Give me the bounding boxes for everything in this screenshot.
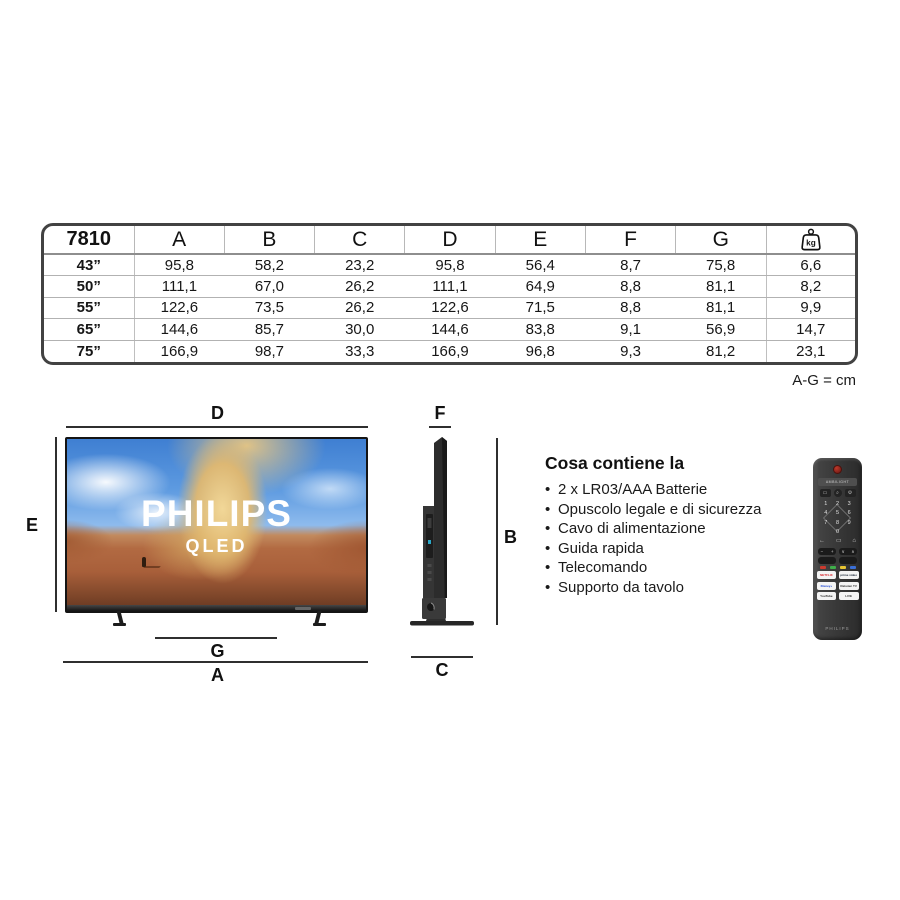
col-header-a: A <box>134 226 225 255</box>
home-icon: ⌂ <box>852 538 856 544</box>
list-item: 2 x LR03/AAA Batterie <box>545 480 805 500</box>
table-row: 50” 111,1 67,0 26,2 111,1 64,9 8,8 81,1 8,2 <box>44 275 855 298</box>
dim-label-c: C <box>435 660 449 680</box>
units-note: A-G = cm <box>792 372 856 389</box>
size-label: 55” <box>44 297 135 319</box>
tv-side-view <box>410 437 474 626</box>
remote-brand-label: PHILIPS <box>825 626 850 631</box>
dim-line-b <box>496 438 498 625</box>
weight-kg-icon: kg <box>801 228 821 251</box>
dim-line-c <box>411 656 473 658</box>
red-key-icon <box>819 566 826 569</box>
list-item: Supporto da tavolo <box>545 578 805 598</box>
dim-label-g: G <box>210 641 225 661</box>
tv-foot-right <box>310 611 326 626</box>
person-silhouette <box>141 556 146 567</box>
tv-screen: PHILIPS QLED <box>67 439 366 605</box>
list-item: Telecomando <box>545 558 805 578</box>
blue-key-icon <box>849 566 856 569</box>
size-label: 43” <box>44 254 135 276</box>
guide-button <box>839 557 857 564</box>
size-label: 75” <box>44 340 135 362</box>
col-header-d: D <box>404 226 496 255</box>
model-number: 7810 <box>44 226 135 255</box>
tv-front-view: PHILIPS QLED <box>65 437 368 613</box>
options-icon: ▭ <box>835 538 842 544</box>
col-header-c: C <box>314 226 406 255</box>
dim-line-a <box>63 661 368 663</box>
power-button-icon <box>833 465 842 474</box>
qled-logo: QLED <box>185 536 248 557</box>
dim-label-e: E <box>26 515 39 535</box>
box-contents-title: Cosa contiene la <box>545 453 685 473</box>
dim-line-e <box>55 437 57 612</box>
yellow-key-icon <box>839 566 846 569</box>
table-header-row: 7810 A B C D E F G kg <box>44 226 855 255</box>
dim-label-b: B <box>504 527 517 547</box>
col-header-g: G <box>675 226 767 255</box>
rakuten-tv-button: Rakuten TV <box>838 581 859 590</box>
list-item: Guida rapida <box>545 539 805 559</box>
dim-label-f: F <box>434 403 446 423</box>
philips-wordmark: PHILIPS <box>141 493 292 535</box>
volume-rocker: − + <box>818 548 836 555</box>
table-row: 75” 166,9 98,7 33,3 166,9 96,8 9,3 81,2 23,1 <box>44 340 855 362</box>
col-header-b: B <box>224 226 316 255</box>
settings-icon: ⚙ <box>844 489 856 497</box>
search-icon: ⌕ <box>833 489 842 497</box>
app-shortcut-buttons: NETFLIX prime video Disney+ Rakuten TV Y… <box>816 571 859 600</box>
col-header-weight: kg <box>766 226 855 255</box>
back-icon: ← <box>819 538 825 544</box>
dim-label-d: D <box>211 403 224 423</box>
tv-foot-left <box>112 611 128 626</box>
tv-bottom-bezel <box>67 605 366 611</box>
table-row: 55” 122,6 73,5 26,2 122,6 71,5 8,8 81,1 9,9 <box>44 297 855 319</box>
table-row: 43” 95,8 58,2 23,2 95,8 56,4 8,7 75,8 6,6 <box>44 254 855 276</box>
svg-text:kg: kg <box>806 238 816 247</box>
prime-video-button: prime video <box>838 571 859 579</box>
ambilight-label: AMBILIGHT <box>818 478 857 486</box>
live-button: LIVE <box>838 592 859 600</box>
col-header-f: F <box>585 226 677 255</box>
size-label: 65” <box>44 318 135 341</box>
tv-ir-sensor <box>295 606 311 610</box>
dim-line-d <box>66 426 368 428</box>
dimensions-table: 7810 A B C D E F G kg <box>41 223 858 365</box>
netflix-button: NETFLIX <box>816 571 837 579</box>
channel-rocker: ∨ ∧ <box>839 548 857 555</box>
color-keys <box>817 566 858 569</box>
green-key-icon <box>829 566 836 569</box>
youtube-button: YouTube <box>816 592 837 600</box>
box-contents: Cosa contiene la 2 x LR03/AAA Batterie O… <box>545 453 805 597</box>
disney-plus-button: Disney+ <box>816 581 837 590</box>
col-header-e: E <box>495 226 586 255</box>
dim-line-g <box>155 637 277 639</box>
list-item: Cavo di alimentazione <box>545 519 805 539</box>
list-item: Opuscolo legale e di sicurezza <box>545 500 805 520</box>
size-label: 50” <box>44 275 135 298</box>
table-row: 65” 144,6 85,7 30,0 144,6 83,8 9,1 56,9 14,7 <box>44 318 855 341</box>
dim-label-a: A <box>211 665 224 685</box>
dim-line-f <box>429 426 451 428</box>
mute-button <box>818 557 836 564</box>
sources-icon: ▭ <box>819 489 831 497</box>
